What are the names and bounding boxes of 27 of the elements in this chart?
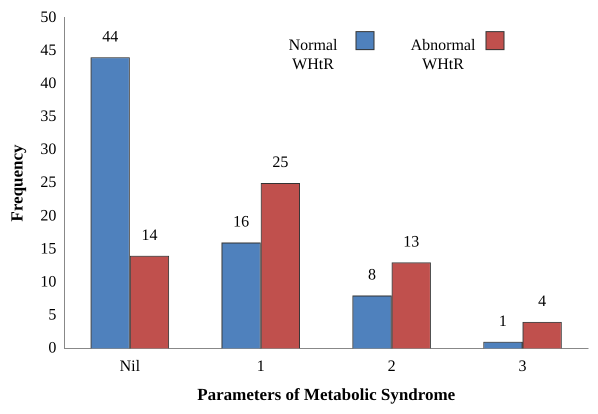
data-label: 16: [233, 214, 250, 231]
y-axis-title: Frequency: [8, 144, 27, 222]
data-label: 25: [272, 154, 288, 172]
x-tick-label: Nil: [120, 358, 141, 376]
x-tick-label: 3: [518, 358, 527, 376]
legend-label: Normal WHtR: [288, 36, 338, 73]
y-tick-label: 30: [40, 141, 56, 158]
y-tick-label: 40: [40, 74, 56, 92]
data-label: 14: [141, 226, 158, 244]
x-axis-title: Parameters of Metabolic Syndrome: [197, 385, 456, 404]
y-tick-label: 0: [48, 340, 56, 357]
y-tick-label: 45: [40, 42, 56, 59]
data-label: 8: [368, 266, 376, 284]
legend-label: Abnormal WHtR: [410, 36, 476, 73]
y-tick-label: 20: [40, 207, 56, 224]
y-tick-label: 5: [48, 306, 56, 324]
data-label: 4: [538, 293, 546, 310]
data-label: 44: [102, 28, 118, 46]
y-tick-label: 15: [40, 240, 56, 258]
y-tick-label: 25: [40, 174, 56, 192]
data-label: 13: [403, 234, 420, 251]
y-tick-label: 35: [40, 108, 56, 126]
data-label: 1: [498, 312, 507, 330]
y-tick-label: 10: [40, 273, 56, 290]
y-tick-label: 50: [40, 8, 56, 26]
x-tick-label: 1: [256, 358, 265, 376]
x-tick-label: 2: [388, 358, 396, 376]
